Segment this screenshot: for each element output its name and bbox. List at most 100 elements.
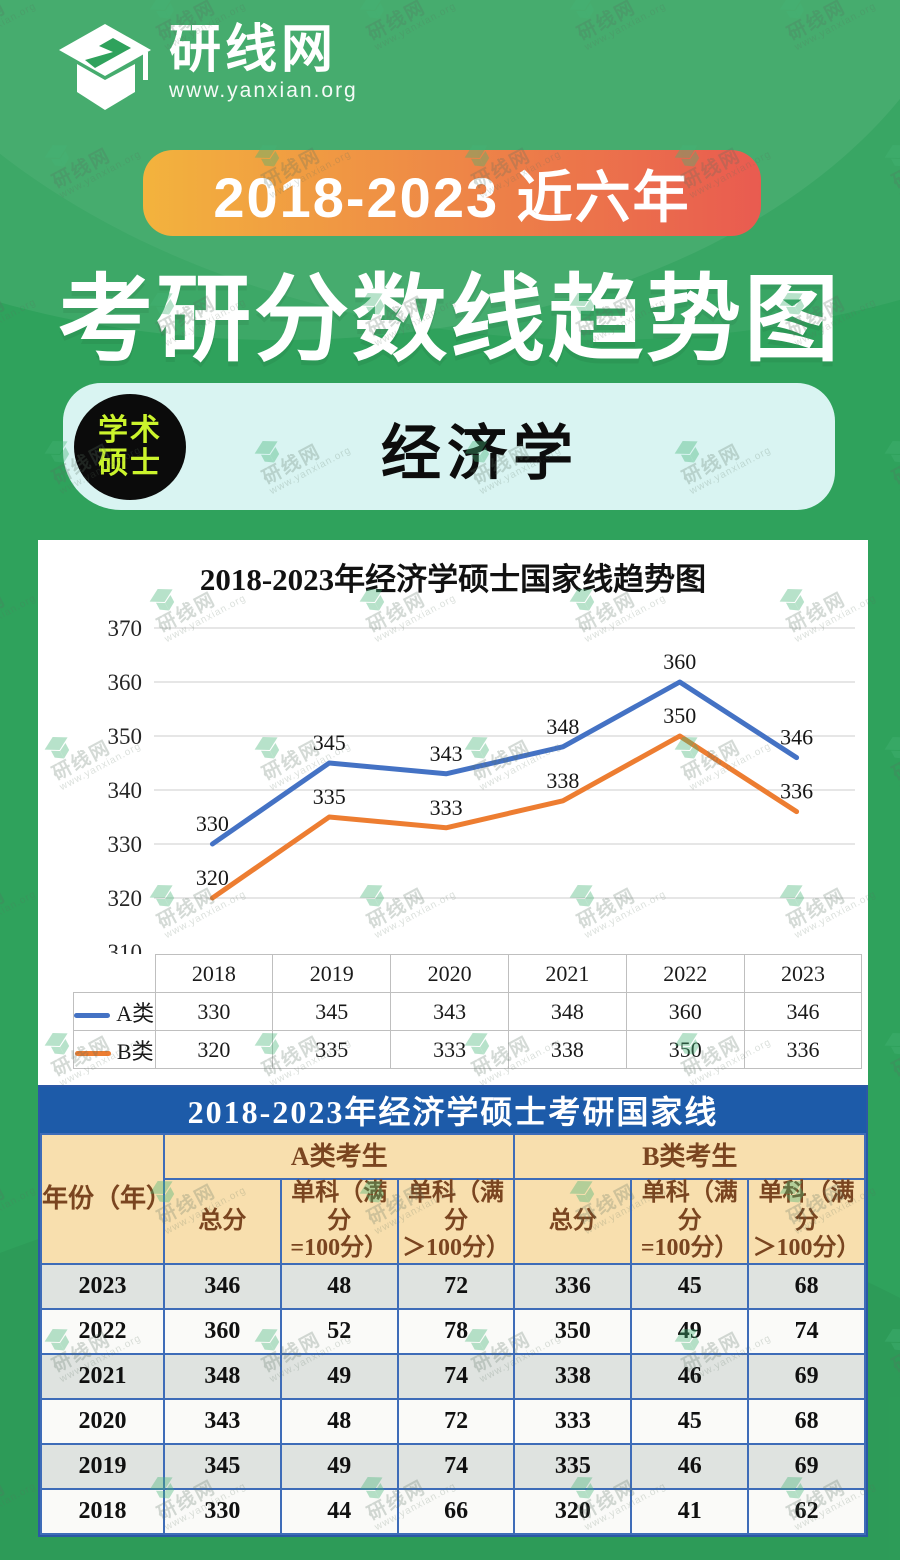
score-cell: 335 <box>513 1442 633 1490</box>
value-cell: 333 <box>390 1030 509 1069</box>
brand-logo: 研线网 www.yanxian.org <box>55 21 358 114</box>
score-cell: 74 <box>747 1307 866 1355</box>
score-cell: 44 <box>279 1487 399 1535</box>
score-cell: 348 <box>163 1352 282 1400</box>
score-cell: 74 <box>396 1442 516 1490</box>
watermark-text: 研线网 <box>784 0 850 46</box>
y-axis-tick: 340 <box>108 778 143 803</box>
watermark-url: www.yanxian.org <box>58 148 144 202</box>
table-row: B类 320 335 333 338 350 336 <box>73 1030 863 1069</box>
data-label: 330 <box>196 811 229 836</box>
score-cell: 46 <box>630 1442 750 1490</box>
watermark-text: 研线网 <box>889 144 900 194</box>
brand-text: 研线网 www.yanxian.org <box>169 21 358 103</box>
subheader-a-singleover100: 单科（满分 ＞100分） <box>396 1178 516 1265</box>
watermark-text: 研线网 <box>0 1180 10 1230</box>
y-axis-tick: 330 <box>108 832 143 857</box>
score-table-title: 2018-2023年经济学硕士考研国家线 <box>40 1087 866 1133</box>
year-range-text: 2018-2023 近六年 <box>213 165 691 229</box>
watermark-url: www.yanxian.org <box>0 1184 39 1238</box>
group-a-header: A类考生 <box>162 1133 516 1180</box>
score-cell: 62 <box>747 1487 866 1535</box>
subject-name: 经济学 <box>381 420 579 487</box>
brand-name: 研线网 <box>169 21 338 79</box>
watermark-url: www.yanxian.org <box>0 1480 39 1534</box>
score-cell: 350 <box>513 1307 633 1355</box>
subheader-b-single100: 单科（满分 =100分） <box>630 1178 750 1265</box>
data-label: 336 <box>780 779 813 804</box>
value-cell: 350 <box>625 1030 745 1069</box>
table-row: 2023 346 48 72 336 45 68 <box>40 1262 866 1310</box>
table-row: 2018 330 44 66 320 41 62 <box>40 1487 866 1535</box>
year-cell: 2020 <box>40 1397 165 1445</box>
score-table: 年份（年） A类考生 B类考生 总分 单科（满分 =100分） 单科（满分 ＞1… <box>40 1133 866 1535</box>
watermark-text: 研线网 <box>0 1476 10 1526</box>
value-cell: 320 <box>154 1030 274 1069</box>
watermark-cap-icon <box>44 145 70 167</box>
value-cell: 345 <box>272 992 392 1031</box>
score-cell: 66 <box>396 1487 516 1535</box>
year-cell: 2022 <box>625 954 745 993</box>
score-cell: 360 <box>163 1307 282 1355</box>
score-cell: 336 <box>513 1262 633 1310</box>
score-cell: 346 <box>163 1262 282 1310</box>
table-row: A类 330 345 343 348 360 346 <box>73 992 863 1031</box>
data-label: 333 <box>430 795 463 820</box>
subject-box <box>63 383 835 510</box>
year-cell: 2019 <box>40 1442 165 1490</box>
value-cell: 346 <box>743 992 863 1031</box>
score-cell: 49 <box>279 1352 399 1400</box>
score-cell: 72 <box>396 1262 516 1310</box>
chart-data-table: 2018 2019 2020 2021 2022 2023 A类 330 345 343 348 36… <box>73 954 863 1069</box>
table-row: 2021 348 49 74 338 46 69 <box>40 1352 866 1400</box>
brand-url: www.yanxian.org <box>169 79 358 103</box>
watermark-cap-icon <box>884 441 900 463</box>
score-cell: 45 <box>630 1397 750 1445</box>
year-cell: 2018 <box>40 1487 165 1535</box>
score-cell: 49 <box>279 1442 399 1490</box>
watermark-cap-icon <box>884 737 900 759</box>
group-b-header: B类考生 <box>513 1133 866 1180</box>
subheader-b-total: 总分 <box>513 1178 633 1265</box>
score-cell: 78 <box>396 1307 516 1355</box>
y-axis-tick: 310 <box>108 940 143 954</box>
degree-type-badge: 学术 硕士 <box>74 394 186 500</box>
year-cell: 2019 <box>272 954 392 993</box>
subheader-b-singleover100: 单科（满分 ＞100分） <box>747 1178 866 1265</box>
watermark-cap-icon <box>359 0 385 19</box>
score-cell: 330 <box>163 1487 282 1535</box>
score-cell: 48 <box>279 1397 399 1445</box>
watermark-url: www.yanxian.org <box>373 0 459 54</box>
table-row: 2020 343 48 72 333 45 68 <box>40 1397 866 1445</box>
watermark-text: 研线网 <box>889 440 900 490</box>
badge-line-2: 硕士 <box>98 447 162 480</box>
score-cell: 69 <box>747 1352 866 1400</box>
year-cell: 2020 <box>390 954 509 993</box>
score-cell: 69 <box>747 1442 866 1490</box>
legend-cell-A类: A类 <box>73 992 156 1031</box>
watermark-text: 研线网 <box>49 144 115 194</box>
score-cell: 48 <box>279 1262 399 1310</box>
watermark-cap-icon <box>779 0 805 19</box>
watermark-text: 研线网 <box>0 588 10 638</box>
score-cell: 72 <box>396 1397 516 1445</box>
value-cell: 338 <box>507 1030 627 1069</box>
watermark-cap-icon <box>569 0 595 19</box>
score-cell: 74 <box>396 1352 516 1400</box>
data-label: 338 <box>546 768 579 793</box>
year-cell: 2023 <box>40 1262 165 1310</box>
y-axis-tick: 370 <box>108 616 143 641</box>
year-cell: 2023 <box>743 954 863 993</box>
watermark-url: www.yanxian.org <box>0 592 39 646</box>
watermark-text: 研线网 <box>0 884 10 934</box>
table-row: 2022 360 52 78 350 49 74 <box>40 1307 866 1355</box>
data-label: 348 <box>546 714 579 739</box>
